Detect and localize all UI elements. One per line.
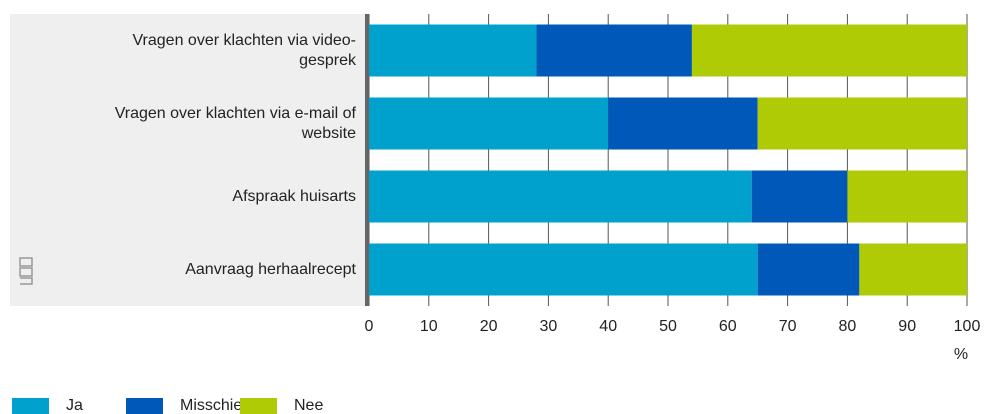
x-tick-label: 60 (719, 318, 737, 335)
label-panel (10, 14, 368, 306)
bar-segment (691, 24, 967, 77)
legend-swatch (12, 398, 49, 414)
bar-segment (751, 170, 848, 223)
bar-segment (369, 24, 537, 77)
x-tick-label: 50 (659, 318, 677, 335)
legend-swatch (126, 398, 163, 414)
legend-label: Misschien (180, 397, 251, 414)
bar-segment (608, 97, 758, 150)
x-tick-label: 10 (420, 318, 438, 335)
bar-segment (369, 243, 758, 296)
bar-segment (369, 170, 752, 223)
bar-segment (859, 243, 967, 296)
bar-segment (757, 243, 860, 296)
x-tick-label: 30 (540, 318, 558, 335)
category-label: Aanvraag herhaalrecept (185, 260, 356, 278)
logo (19, 257, 33, 285)
category-label: Vragen over klachten via video-gesprek (132, 31, 356, 69)
legend-swatch (240, 398, 277, 414)
bar-segment (369, 97, 609, 150)
bar-segment (757, 97, 967, 150)
bar-segment (536, 24, 692, 77)
legend-label: Ja (66, 397, 83, 414)
x-tick-label: 70 (779, 318, 797, 335)
x-tick-label: 20 (480, 318, 498, 335)
category-label: Afspraak huisarts (232, 187, 356, 205)
x-tick-label: 90 (898, 318, 916, 335)
x-tick-label: 100 (954, 318, 981, 335)
legend-label: Nee (294, 397, 323, 414)
bar-segment (847, 170, 967, 223)
x-tick-label: 80 (839, 318, 857, 335)
x-tick-label: 0 (365, 318, 374, 335)
x-axis-label: % (954, 346, 968, 363)
category-label: Vragen over klachten via e-mail of websi… (114, 104, 356, 142)
x-tick-label: 40 (599, 318, 617, 335)
